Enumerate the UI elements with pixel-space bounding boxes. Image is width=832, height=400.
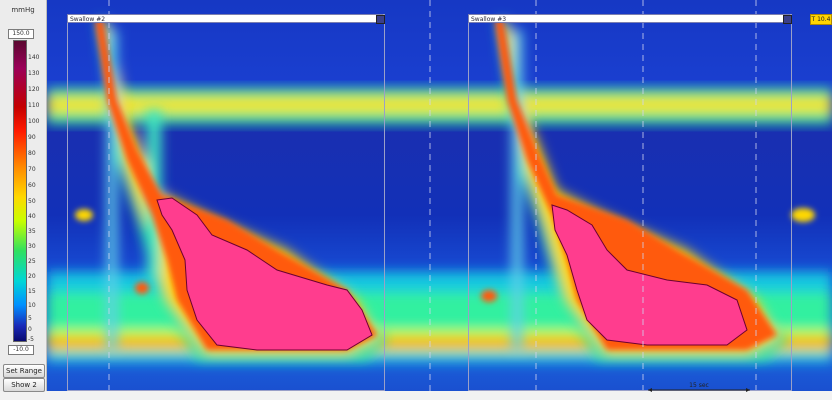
duration-indicator: 15 sec: [646, 381, 752, 392]
swallow-label-text: Swallow #3: [471, 16, 507, 23]
legend-tick: 50: [28, 198, 36, 205]
pressure-legend: mmHg 150.0 140 130 120 110 100 90 80 70 …: [0, 0, 47, 392]
swallow-window-3[interactable]: [468, 14, 792, 391]
swallow-2-close-icon[interactable]: [376, 15, 385, 24]
legend-tick: 25: [28, 258, 36, 265]
pressure-spots: [75, 208, 815, 302]
legend-tick: 100: [28, 118, 40, 125]
swallow-2-isobar: [156, 197, 373, 351]
set-range-button[interactable]: Set Range: [3, 364, 45, 378]
ues-band: [47, 88, 832, 124]
legend-tick: 35: [28, 228, 36, 235]
legend-tick: 120: [28, 86, 40, 93]
min-value-box[interactable]: -10.0: [8, 345, 34, 355]
legend-unit: mmHg: [11, 6, 35, 14]
legend-tick: 20: [28, 273, 36, 280]
legend-tick: 0: [28, 326, 32, 333]
show-button[interactable]: Show 2: [3, 378, 45, 392]
legend-tick: 90: [28, 134, 36, 141]
max-value-box[interactable]: 150.0: [8, 29, 34, 39]
swallow-label-3[interactable]: Swallow #3: [468, 14, 790, 23]
legend-tick: 10: [28, 302, 36, 309]
legend-tick: 80: [28, 150, 36, 157]
duration-arrow-icon: [648, 388, 750, 392]
legend-tick: 110: [28, 102, 40, 109]
legend-tick: -5: [28, 336, 34, 343]
legend-tick: 70: [28, 166, 36, 173]
legend-tick: 140: [28, 54, 40, 61]
legend-tick: 130: [28, 70, 40, 77]
swallow-window-2[interactable]: [67, 14, 385, 391]
legend-tick: 40: [28, 213, 36, 220]
legend-tick: 30: [28, 243, 36, 250]
duration-label: 15 sec: [689, 382, 709, 389]
swallow-3-peak: [495, 20, 777, 350]
swallow-2-peak: [95, 20, 377, 350]
legend-tick: 5: [28, 315, 32, 322]
pressure-topography-plot[interactable]: [47, 0, 832, 391]
swallow-3-close-icon[interactable]: [783, 15, 792, 24]
legend-tick: 60: [28, 182, 36, 189]
legend-tick: 15: [28, 288, 36, 295]
color-scale-bar: [13, 40, 27, 342]
swallow-label-text: Swallow #2: [70, 16, 106, 23]
swallow-label-2[interactable]: Swallow #2: [67, 14, 383, 23]
time-marker-label[interactable]: T 10.4: [810, 14, 832, 25]
swallow-3-isobar: [551, 204, 748, 346]
